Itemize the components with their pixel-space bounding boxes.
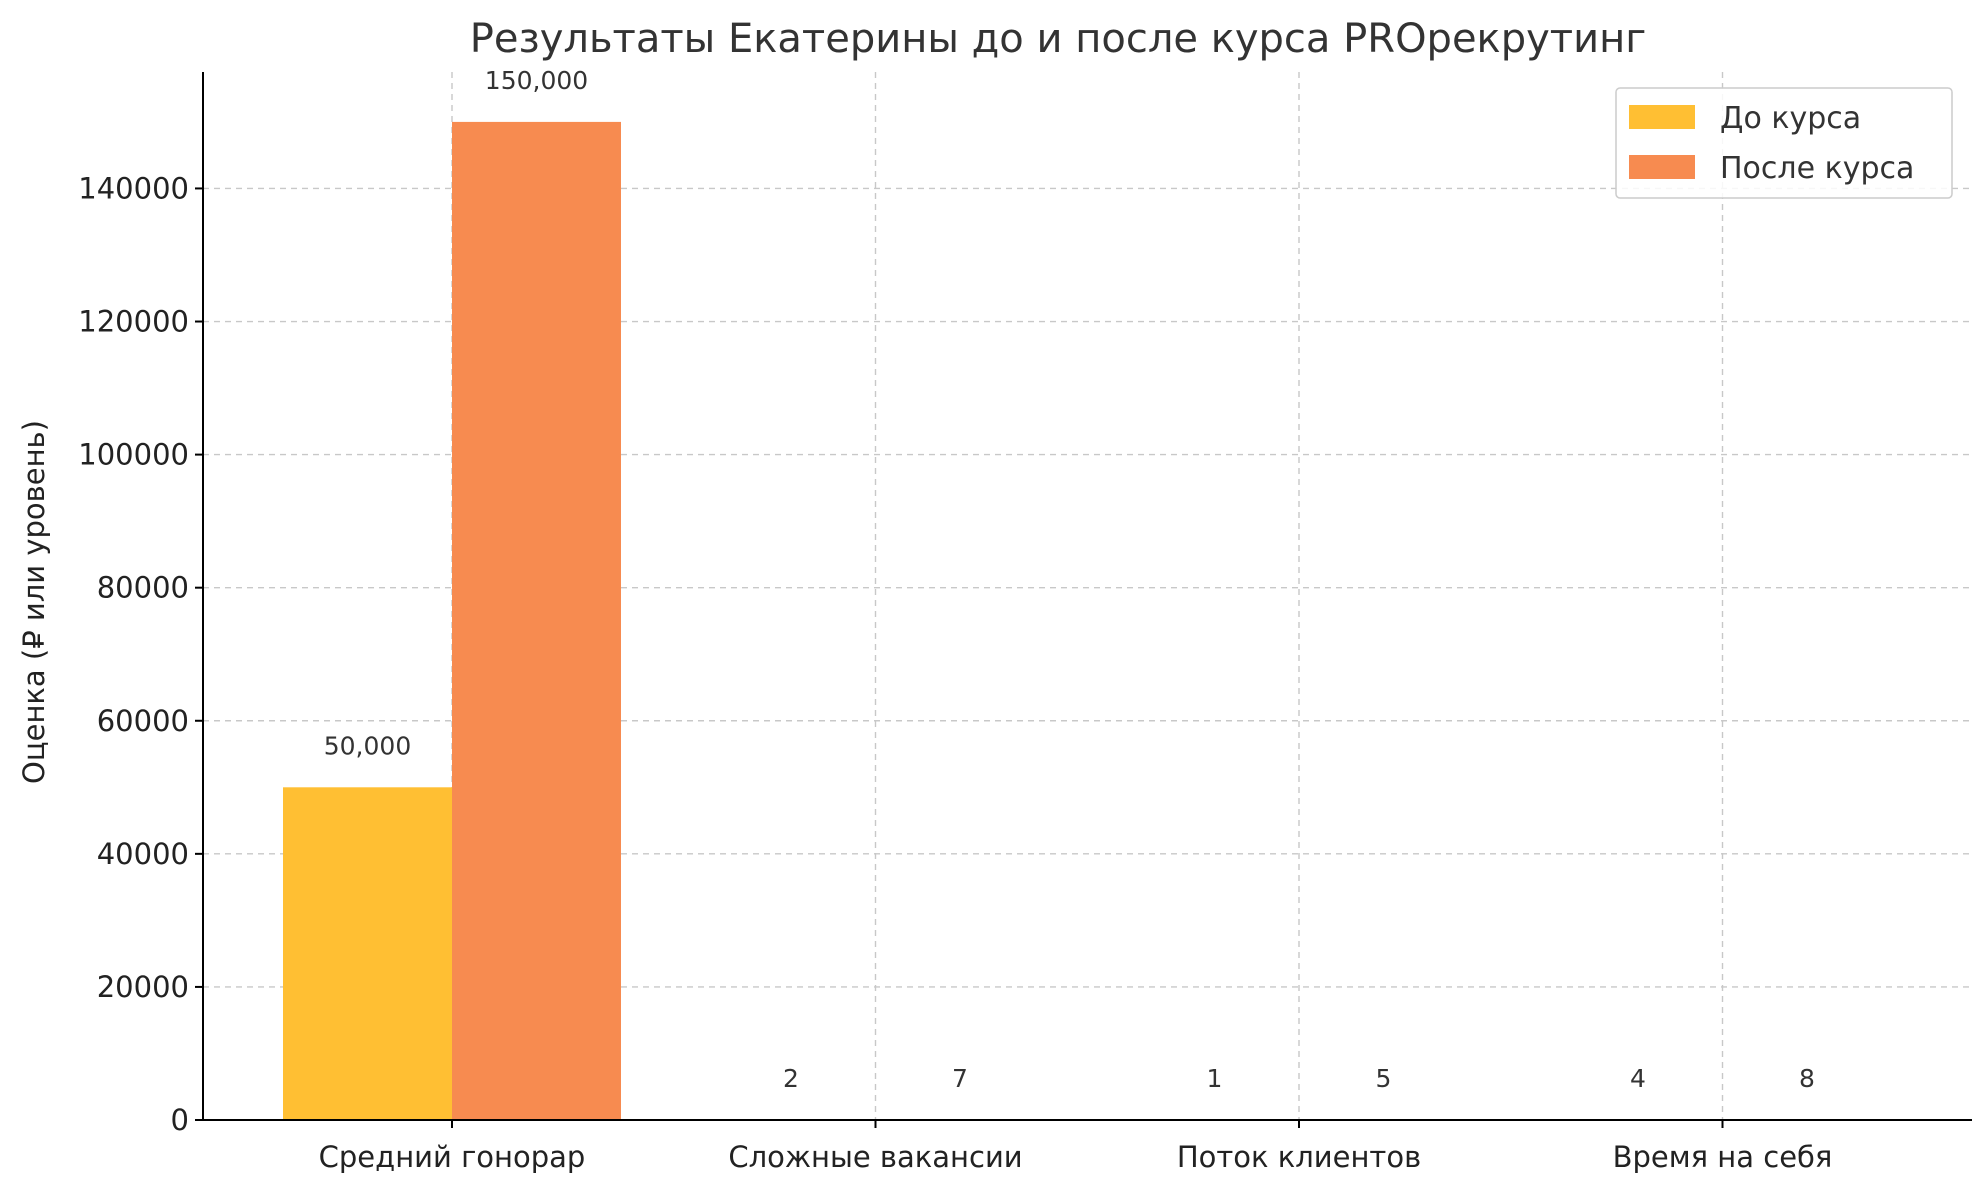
data-label: 5 (1376, 1064, 1392, 1093)
legend-swatch (1629, 155, 1695, 179)
data-label: 1 (1207, 1064, 1223, 1093)
bar (283, 787, 452, 1120)
chart-title: Результаты Екатерины до и после курса PR… (470, 16, 1647, 62)
legend-box (1615, 87, 1953, 199)
x-tick-label: Время на себя (1613, 1140, 1833, 1174)
y-tick-label: 40000 (97, 837, 189, 871)
y-tick-label: 0 (171, 1103, 189, 1137)
data-label: 4 (1630, 1064, 1646, 1093)
data-label: 2 (783, 1064, 799, 1093)
legend: До курса После курса (1615, 87, 1953, 199)
data-label: 7 (952, 1064, 968, 1093)
y-tick-label: 100000 (78, 438, 189, 472)
legend-label: До курса (1720, 101, 1861, 136)
y-tick-label: 80000 (97, 571, 189, 605)
axes: 0 20000 40000 60000 80000 100000 120000 140000 С… (78, 72, 1972, 1174)
x-tick-label: Сложные вакансии (728, 1140, 1022, 1174)
y-tick-label: 20000 (97, 970, 189, 1004)
bars (283, 121, 1892, 1120)
legend-label: После курса (1720, 151, 1914, 186)
y-tick-label: 140000 (78, 171, 189, 205)
x-tick-label: Поток клиентов (1177, 1140, 1421, 1174)
legend-swatch (1629, 105, 1695, 129)
bar (452, 121, 621, 1120)
x-tick-label: Средний гонорар (319, 1140, 586, 1174)
data-label: 150,000 (485, 66, 588, 95)
y-axis-label: Оценка (₽ или уровень) (17, 420, 51, 784)
data-label: 50,000 (324, 731, 411, 760)
y-tick-label: 60000 (97, 704, 189, 738)
y-tick-label: 120000 (78, 305, 189, 339)
data-label: 8 (1799, 1064, 1815, 1093)
data-labels: 50,000 2 1 4 150,000 7 5 8 (324, 66, 1815, 1093)
